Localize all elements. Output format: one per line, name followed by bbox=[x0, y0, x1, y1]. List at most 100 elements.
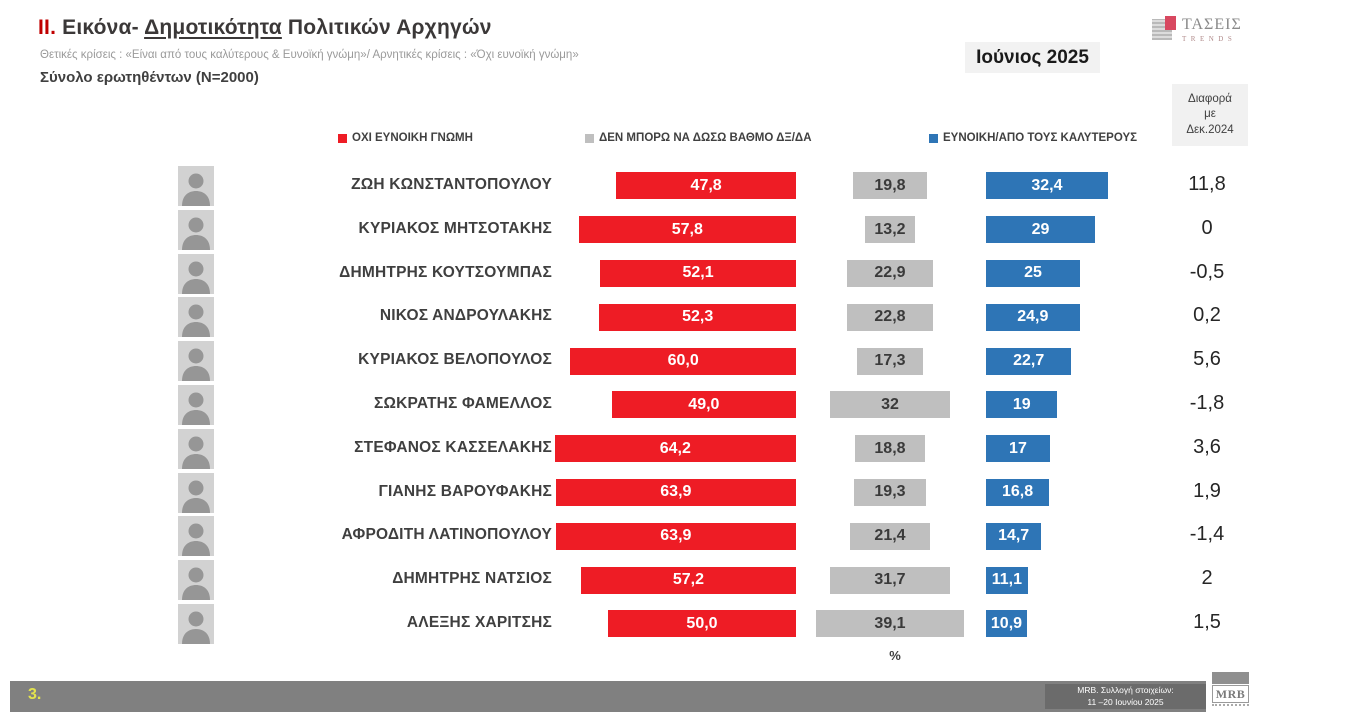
leader-row: ΚΥΡΙΑΚΟΣ ΒΕΛΟΠΟΥΛΟΣ 60,0 17,3 22,7 5,6 bbox=[0, 339, 1360, 383]
unfavourable-bar: 50,0 bbox=[608, 610, 796, 638]
politician-photo bbox=[178, 384, 214, 425]
cannot-rate-bar: 39,1 bbox=[816, 610, 964, 638]
mrb-logo-text: MRB bbox=[1212, 685, 1249, 703]
politician-photo bbox=[178, 560, 214, 601]
taseis-logo-text: ΤΑΣΕΙΣ bbox=[1182, 16, 1242, 33]
subtitle: Θετικές κρίσεις : «Είναι από τους καλύτε… bbox=[40, 49, 579, 61]
unfavourable-bar: 52,3 bbox=[599, 303, 796, 331]
politician-name: ΑΛΕΞΗΣ ΧΑΡΙΤΣΗΣ bbox=[406, 613, 552, 631]
favourable-bar: 14,7 bbox=[986, 522, 1042, 550]
taseis-logo-subtext: TRENDS bbox=[1182, 35, 1237, 43]
cannot-rate-bar: 32 bbox=[829, 391, 951, 419]
politician-name: ΖΩΗ ΚΩΝΣΤΑΝΤΟΠΟΥΛΟΥ bbox=[351, 176, 552, 193]
favourable-bar: 24,9 bbox=[986, 303, 1080, 331]
unfavourable-bar: 57,8 bbox=[578, 216, 796, 244]
red-swatch-icon bbox=[338, 133, 347, 143]
favourable-bar: 16,8 bbox=[986, 478, 1050, 506]
leader-row: ΔΗΜΗΤΡΗΣ ΝΑΤΣΙΟΣ 57,2 31,7 11,1 2 bbox=[0, 558, 1360, 602]
politician-name: ΚΥΡΙΑΚΟΣ ΒΕΛΟΠΟΥΛΟΣ bbox=[358, 351, 552, 369]
percent-axis-label: % bbox=[889, 648, 901, 663]
unfavourable-bar: 52,1 bbox=[600, 259, 796, 287]
favourable-bar: 29 bbox=[986, 216, 1096, 244]
unfavourable-bar: 63,9 bbox=[555, 522, 796, 550]
favourable-bar: 11,1 bbox=[986, 566, 1028, 594]
gray-swatch-icon bbox=[585, 133, 594, 143]
diff-value: 2 bbox=[1201, 567, 1213, 590]
diff-value: 0 bbox=[1201, 216, 1213, 239]
politician-photo bbox=[178, 166, 214, 206]
politician-name: ΣΩΚΡΑΤΗΣ ΦΑΜΕΛΛΟΣ bbox=[373, 394, 552, 412]
diff-column-header: Διαφορά με Δεκ.2024 bbox=[1172, 84, 1248, 146]
mrb-logo-bar bbox=[1212, 672, 1249, 684]
diff-value: 5,6 bbox=[1193, 348, 1221, 371]
favourable-bar: 25 bbox=[986, 259, 1080, 287]
mrb-logo-tagline bbox=[1212, 704, 1249, 706]
politician-name: ΔΗΜΗΤΡΗΣ ΚΟΥΤΣΟΥΜΠΑΣ bbox=[339, 263, 552, 281]
taseis-logo: ΤΑΣΕΙΣ TRENDS bbox=[1152, 16, 1242, 43]
diff-value: -1,8 bbox=[1189, 391, 1225, 414]
politician-name: ΔΗΜΗΤΡΗΣ ΝΑΤΣΙΟΣ bbox=[392, 570, 552, 588]
politician-photo bbox=[178, 516, 214, 557]
politician-name: ΣΤΕΦΑΝΟΣ ΚΑΣΣΕΛΑΚΗΣ bbox=[354, 438, 552, 456]
unfavourable-bar: 64,2 bbox=[554, 435, 796, 463]
unfavourable-bar: 63,9 bbox=[555, 478, 796, 506]
politician-name: ΓΙΑΝΗΣ ΒΑΡΟΥΦΑΚΗΣ bbox=[378, 482, 552, 500]
cannot-rate-bar: 31,7 bbox=[830, 566, 950, 594]
politician-photo bbox=[178, 428, 214, 469]
date-badge: Ιούνιος 2025 bbox=[965, 42, 1100, 73]
unfavourable-bar: 60,0 bbox=[570, 347, 796, 375]
unfavourable-bar: 49,0 bbox=[611, 391, 796, 419]
diff-value: -0,5 bbox=[1189, 260, 1225, 283]
politician-photo bbox=[178, 603, 214, 644]
legend-item-favourable: ΕΥΝΟΙΚΗ/ΑΠΟ ΤΟΥΣ ΚΑΛΥΤΕΡΟΥΣ bbox=[929, 132, 1137, 144]
cannot-rate-bar: 13,2 bbox=[865, 216, 915, 244]
diff-value: 0,2 bbox=[1193, 304, 1221, 327]
leader-row: ΑΛΕΞΗΣ ΧΑΡΙΤΣΗΣ 50,0 39,1 10,9 1,5 bbox=[0, 602, 1360, 646]
diff-value: -1,4 bbox=[1189, 523, 1225, 546]
politician-photo bbox=[178, 341, 214, 382]
cannot-rate-bar: 17,3 bbox=[857, 347, 923, 375]
legend-item-cannot-rate: ΔΕΝ ΜΠΟΡΩ ΝΑ ΔΩΣΩ ΒΑΘΜΟ ΔΞ/ΔΑ bbox=[585, 132, 812, 144]
favourable-bar: 22,7 bbox=[986, 347, 1072, 375]
diff-value: 1,5 bbox=[1193, 610, 1221, 633]
politician-photo bbox=[178, 209, 214, 250]
title-underlined-word: Δημοτικότητα bbox=[144, 16, 282, 39]
chart-rows: ΖΩΗ ΚΩΝΣΤΑΝΤΟΠΟΥΛΟΥ 47,8 19,8 32,4 11,8 ΚΥΡΙΑ… bbox=[0, 164, 1360, 646]
blue-swatch-icon bbox=[929, 133, 938, 143]
legend-item-unfavourable: ΟΧΙ ΕΥΝΟΙΚΗ ΓΝΩΜΗ bbox=[338, 132, 473, 144]
cannot-rate-bar: 19,3 bbox=[853, 478, 927, 506]
leader-row: ΔΗΜΗΤΡΗΣ ΚΟΥΤΣΟΥΜΠΑΣ 52,1 22,9 25 -0,5 bbox=[0, 252, 1360, 296]
fieldwork-note: MRB. Συλλογή στοιχείων: 11 –20 Ιουνίου 2… bbox=[1045, 684, 1206, 709]
politician-name: ΝΙΚΟΣ ΑΝΔΡΟΥΛΑΚΗΣ bbox=[379, 307, 552, 325]
title-number: ΙΙ. bbox=[38, 16, 57, 39]
cannot-rate-bar: 21,4 bbox=[849, 522, 931, 550]
leader-row: ΣΤΕΦΑΝΟΣ ΚΑΣΣΕΛΑΚΗΣ 64,2 18,8 17 3,6 bbox=[0, 427, 1360, 471]
politician-photo bbox=[178, 297, 214, 338]
favourable-bar: 10,9 bbox=[986, 610, 1027, 638]
cannot-rate-bar: 22,8 bbox=[847, 303, 933, 331]
cannot-rate-bar: 19,8 bbox=[852, 172, 928, 200]
footer-bar: 3. MRB. Συλλογή στοιχείων: 11 –20 Ιουνίο… bbox=[10, 681, 1206, 712]
favourable-bar: 17 bbox=[986, 435, 1050, 463]
politician-photo bbox=[178, 472, 214, 513]
favourable-bar: 19 bbox=[986, 391, 1058, 419]
politician-name: ΚΥΡΙΑΚΟΣ ΜΗΤΣΟΤΑΚΗΣ bbox=[358, 219, 552, 237]
leader-row: ΚΥΡΙΑΚΟΣ ΜΗΤΣΟΤΑΚΗΣ 57,8 13,2 29 0 bbox=[0, 208, 1360, 252]
politician-name: ΑΦΡΟΔΙΤΗ ΛΑΤΙΝΟΠΟΥΛΟΥ bbox=[341, 526, 552, 544]
diff-value: 1,9 bbox=[1193, 479, 1221, 502]
leader-row: ΣΩΚΡΑΤΗΣ ΦΑΜΕΛΛΟΣ 49,0 32 19 -1,8 bbox=[0, 383, 1360, 427]
cannot-rate-bar: 18,8 bbox=[854, 435, 926, 463]
leader-row: ΝΙΚΟΣ ΑΝΔΡΟΥΛΑΚΗΣ 52,3 22,8 24,9 0,2 bbox=[0, 295, 1360, 339]
page-number: 3. bbox=[28, 686, 42, 703]
mrb-logo: MRB bbox=[1212, 672, 1249, 706]
leader-row: ΓΙΑΝΗΣ ΒΑΡΟΥΦΑΚΗΣ 63,9 19,3 16,8 1,9 bbox=[0, 471, 1360, 515]
diff-value: 11,8 bbox=[1188, 173, 1226, 195]
politician-photo bbox=[178, 253, 214, 294]
leader-row: ΖΩΗ ΚΩΝΣΤΑΝΤΟΠΟΥΛΟΥ 47,8 19,8 32,4 11,8 bbox=[0, 164, 1360, 208]
taseis-logo-icon bbox=[1152, 16, 1178, 42]
unfavourable-bar: 57,2 bbox=[580, 566, 796, 594]
page-title: ΙΙ. Εικόνα- Δημοτικότητα Πολιτικών Αρχηγ… bbox=[38, 16, 492, 39]
diff-value: 3,6 bbox=[1193, 435, 1221, 458]
unfavourable-bar: 47,8 bbox=[616, 172, 796, 200]
